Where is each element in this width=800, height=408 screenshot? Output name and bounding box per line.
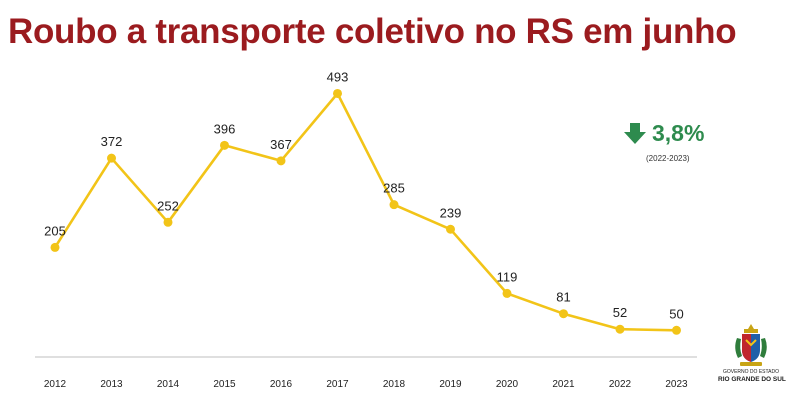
data-point-2022 [615,324,625,334]
x-tick-label-2014: 2014 [157,379,180,390]
x-tick-label-2022: 2022 [609,379,632,390]
data-point-2013 [107,153,116,163]
x-tick-label-2016: 2016 [270,379,293,390]
data-label-2015: 396 [214,121,236,136]
data-label-2017: 493 [327,69,349,84]
change-indicator: 3,8% (2022-2023) [622,118,722,163]
x-tick-label-2017: 2017 [326,379,349,390]
data-point-2014 [163,217,173,227]
data-point-2017 [333,88,342,98]
data-label-2022: 52 [613,305,627,320]
data-label-2021: 81 [556,290,570,305]
x-tick-label-2018: 2018 [383,379,406,390]
x-tick-label-2023: 2023 [665,379,688,390]
logo-text-line-2: RIO GRANDE DO SUL [718,376,786,383]
data-point-2016 [276,156,286,166]
x-tick-label-2020: 2020 [496,379,519,390]
chart-title: Roubo a transporte coletivo no RS em jun… [8,12,737,51]
series-line [53,92,678,332]
data-point-2020 [502,288,512,298]
x-tick-label-2021: 2021 [552,379,575,390]
data-point-2019 [446,224,455,234]
x-tick-label-2012: 2012 [44,379,67,390]
data-label-2023: 50 [669,306,683,321]
change-period: (2022-2023) [646,154,690,163]
data-label-2012: 205 [44,223,66,238]
data-point-2015 [220,140,229,150]
data-label-2018: 285 [383,181,405,196]
data-point-2021 [559,309,568,319]
logo-text-line-1: GOVERNO DO ESTADO [722,369,780,375]
data-label-2013: 372 [101,134,123,149]
x-tick-label-2015: 2015 [213,379,236,390]
change-row: 3,8% [622,118,722,148]
x-tick-label-2019: 2019 [439,379,462,390]
data-label-2019: 239 [440,205,462,220]
government-logo: GOVERNO DO ESTADO RIO GRANDE DO SUL [718,322,786,392]
data-label-2014: 252 [157,198,179,213]
down-arrow-icon [624,123,646,144]
data-point-2012 [50,242,60,252]
data-point-2023 [672,325,681,335]
data-label-2020: 119 [497,269,518,284]
coat-of-arms-icon [735,324,767,366]
change-value: 3,8% [652,120,705,146]
data-label-2016: 367 [270,137,292,152]
x-tick-label-2013: 2013 [100,379,123,390]
data-point-2018 [389,200,399,210]
